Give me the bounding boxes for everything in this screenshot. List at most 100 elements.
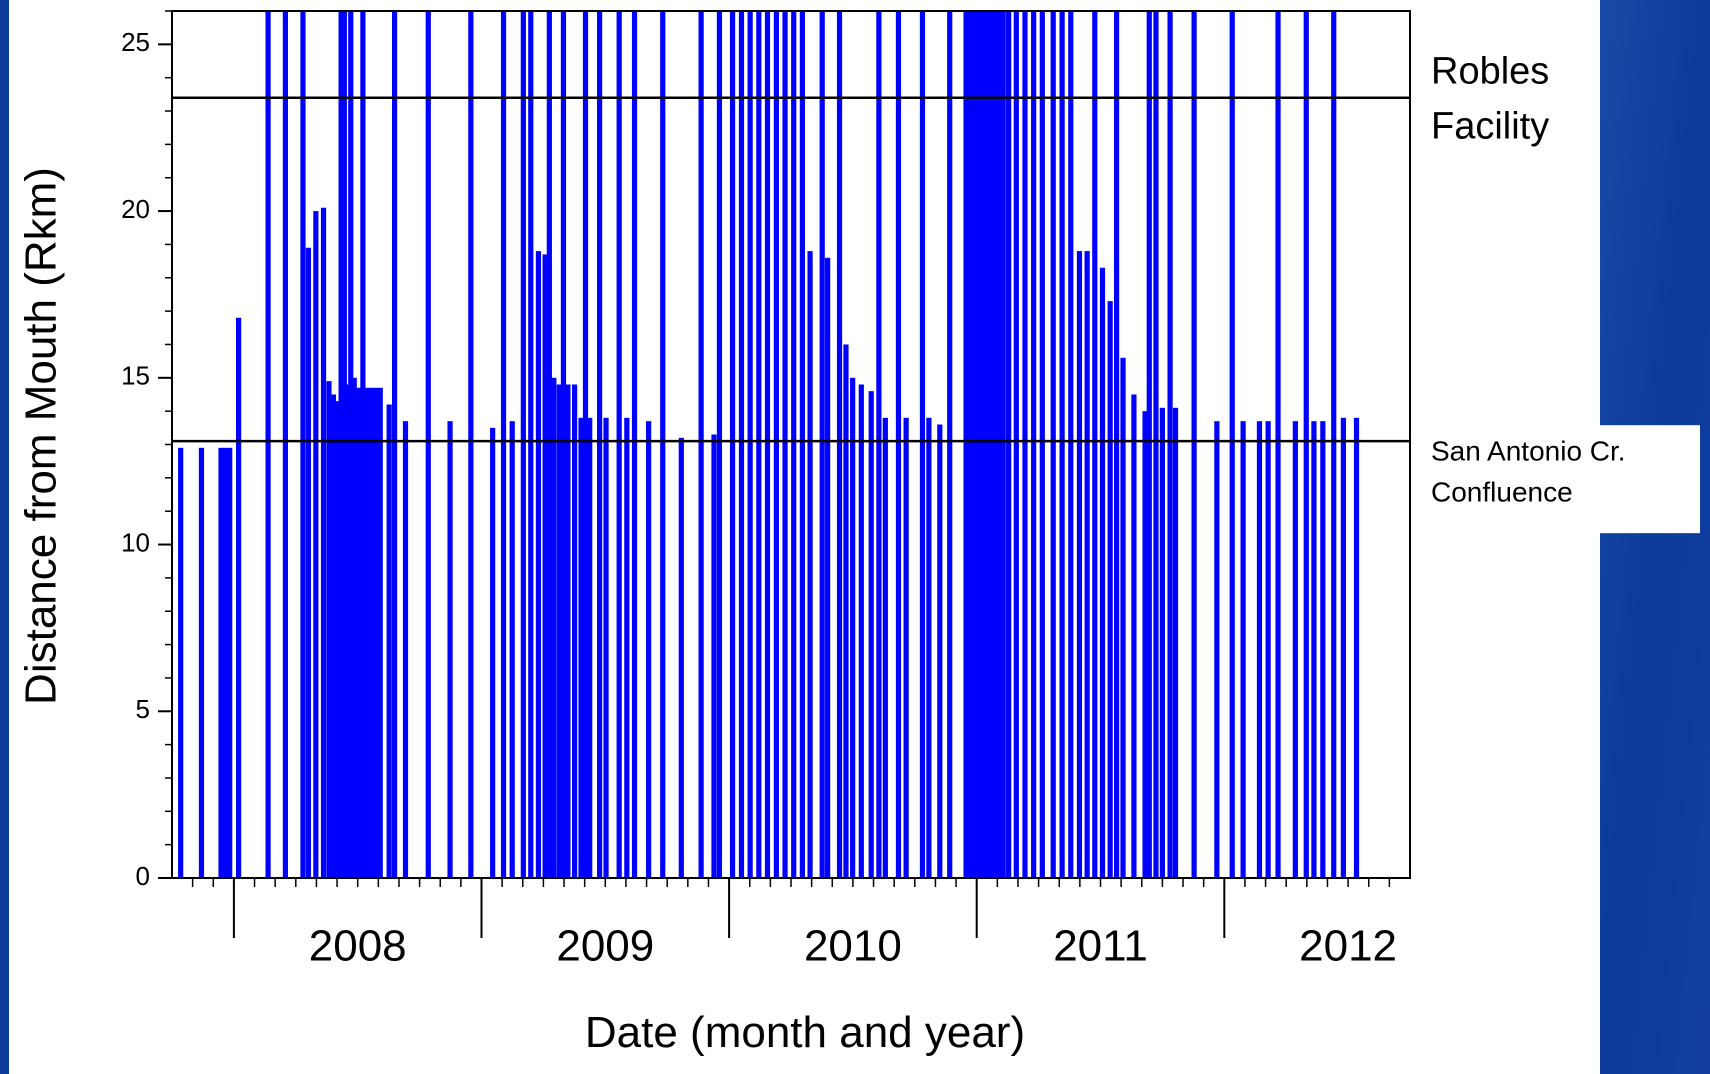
bar (597, 11, 603, 878)
bar (843, 344, 849, 878)
bar (218, 447, 224, 878)
bar (198, 447, 205, 878)
y-tick-label: 15 (121, 361, 150, 391)
bar (850, 377, 856, 878)
y-axis-title: Distance from Mouth (Rkm) (17, 167, 66, 705)
right-band (1600, 0, 1710, 1074)
bar (660, 11, 666, 878)
bar (1303, 11, 1309, 878)
bar (520, 11, 526, 878)
bar (991, 11, 998, 878)
bar (360, 11, 366, 878)
bar (882, 417, 888, 878)
bar (698, 11, 704, 878)
bar (1076, 251, 1083, 879)
bar (624, 417, 630, 878)
bar (578, 417, 584, 878)
bar (178, 447, 184, 878)
bar (351, 377, 357, 878)
bar (565, 384, 571, 878)
annotation: San Antonio Cr. (1431, 436, 1626, 467)
bar (678, 437, 684, 878)
bar (1068, 11, 1074, 878)
bar (344, 384, 351, 878)
y-tick-label: 0 (136, 861, 150, 891)
bar (335, 401, 341, 878)
bar (364, 387, 370, 878)
bar (791, 11, 797, 878)
bar (560, 11, 567, 878)
bar (1340, 417, 1346, 878)
bar (876, 11, 882, 878)
annotation-box (1422, 425, 1700, 534)
bar (971, 11, 977, 878)
x-tick-label: 2009 (556, 922, 654, 971)
x-tick-label: 2008 (309, 922, 407, 971)
bar (1320, 421, 1326, 878)
annotation: Robles (1431, 51, 1549, 93)
bar (528, 11, 534, 878)
y-tick-label: 10 (121, 527, 150, 557)
bar (320, 207, 327, 878)
bar (978, 11, 985, 878)
bar (603, 417, 609, 878)
bar (1292, 421, 1298, 878)
bar (326, 381, 332, 878)
bar (1353, 417, 1360, 878)
bar (868, 391, 874, 878)
bar (282, 11, 289, 878)
bar (265, 11, 271, 878)
bar (556, 384, 562, 878)
bar (764, 11, 771, 878)
bar (368, 387, 375, 878)
bar (926, 417, 932, 878)
bar (300, 11, 306, 878)
bar (305, 247, 312, 878)
bar (782, 11, 788, 878)
bar (425, 11, 431, 878)
bar (355, 387, 362, 878)
bar (1107, 301, 1113, 878)
bar (1191, 11, 1197, 878)
bar (1172, 407, 1179, 878)
bar (571, 384, 578, 878)
bar (903, 417, 909, 878)
bar (386, 404, 392, 878)
bar (535, 251, 542, 879)
bar (490, 427, 496, 878)
bar (919, 11, 926, 878)
bar (967, 11, 974, 878)
bar (825, 257, 831, 878)
bar (1031, 11, 1037, 878)
bar (1214, 421, 1220, 878)
bar (711, 434, 717, 878)
bar (227, 447, 233, 878)
bar (222, 447, 229, 878)
bar (373, 387, 379, 878)
bar (468, 11, 474, 878)
y-tick-label: 20 (121, 194, 150, 224)
bar (738, 11, 745, 878)
bar (546, 11, 552, 878)
bar (1331, 11, 1337, 878)
bar (447, 421, 453, 878)
bar (509, 421, 515, 878)
bar (313, 211, 319, 879)
left-strip (0, 0, 9, 1074)
bar (807, 251, 813, 879)
bar (1000, 11, 1006, 878)
bar (937, 424, 943, 878)
bar (1275, 11, 1281, 878)
bar (974, 11, 980, 878)
bar (391, 11, 398, 878)
bar (236, 317, 242, 878)
bar (1084, 251, 1090, 879)
bar (582, 11, 589, 878)
bar (836, 11, 843, 878)
bar (1256, 421, 1263, 878)
bar (587, 417, 593, 878)
bar (773, 11, 779, 878)
bar (1240, 421, 1246, 878)
bar (985, 11, 991, 878)
